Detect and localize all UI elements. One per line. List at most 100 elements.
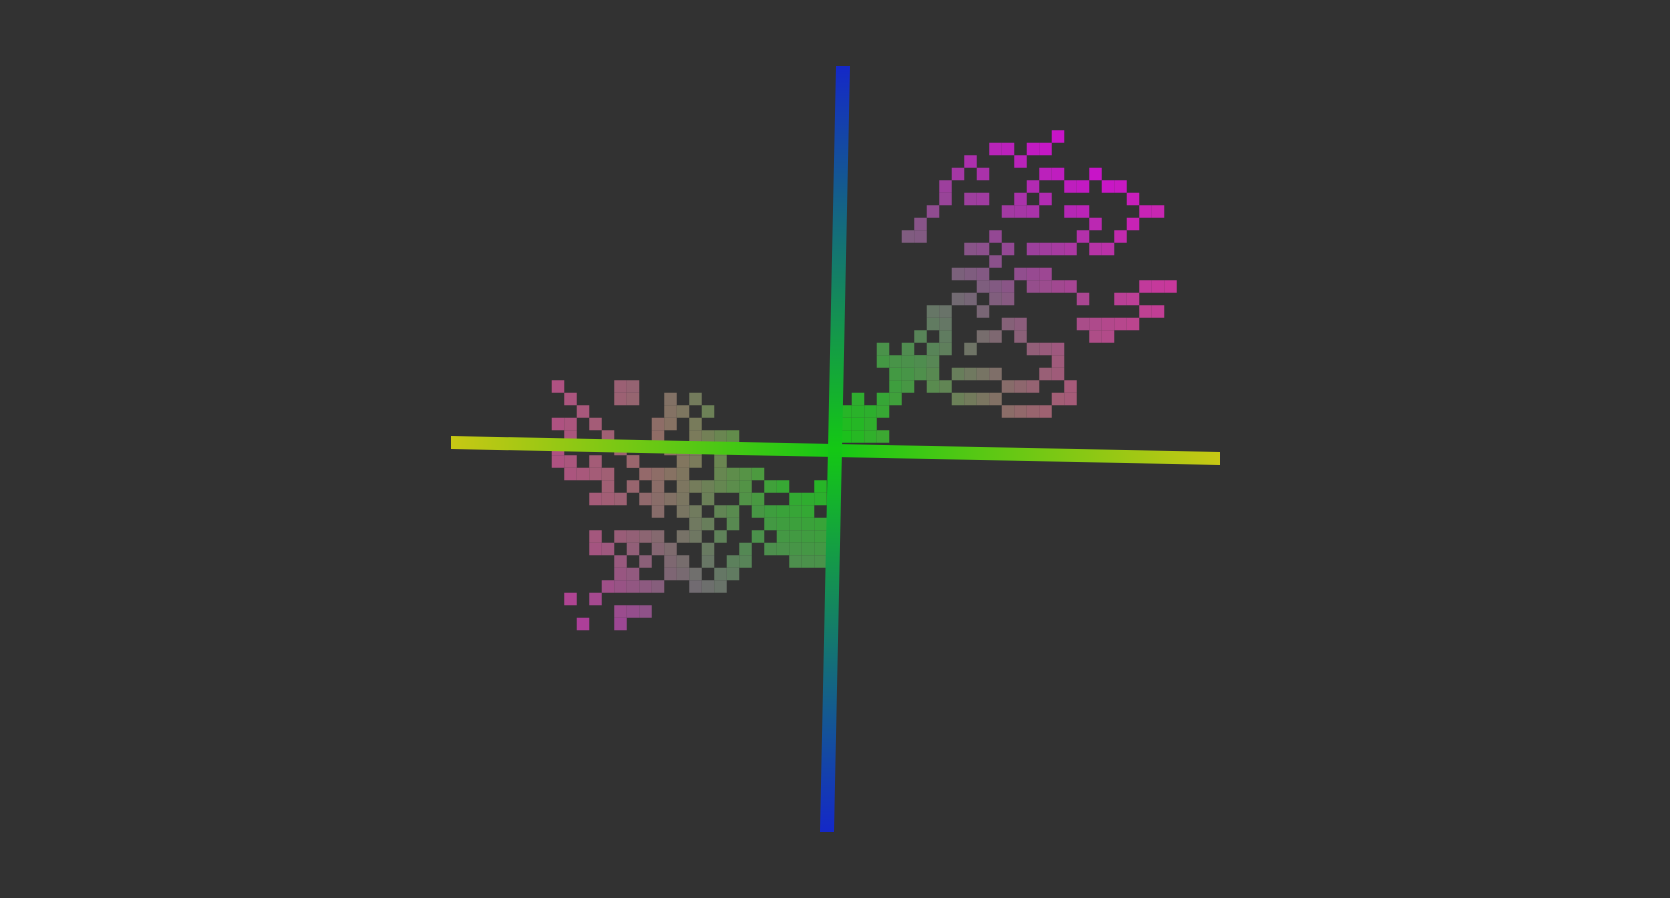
voxel [1101,242,1115,256]
voxel [1076,205,1090,218]
voxel [651,505,665,518]
voxel [701,542,715,556]
voxel [926,317,940,331]
voxel [576,617,590,631]
voxel [589,592,602,606]
voxel [789,517,802,531]
voxel [1089,330,1102,343]
y-axis [820,66,850,832]
voxel [851,392,865,406]
voxel [976,367,990,381]
voxel [914,367,927,381]
voxel [764,480,777,493]
voxel [876,355,890,368]
voxel [889,392,902,406]
voxel [1001,405,1015,418]
voxel [564,392,577,406]
voxel [939,317,952,331]
voxel [726,480,740,493]
voxel [1114,180,1127,193]
voxel [689,480,702,493]
voxel [689,505,702,518]
voxel [551,417,565,431]
voxel [739,467,752,481]
voxel [876,405,890,418]
voxel [664,405,677,418]
voxel [1039,405,1052,418]
voxel [664,492,677,506]
voxel [1089,217,1102,231]
voxel [939,305,952,318]
voxel [1026,180,1040,193]
voxel [676,530,690,543]
voxel [1014,267,1027,281]
voxel [1076,230,1090,243]
voxel [1001,142,1015,156]
voxel [951,292,965,306]
voxel [701,555,715,568]
voxel [801,530,815,543]
voxel [1001,292,1015,306]
voxel [814,555,827,568]
voxel [889,380,902,393]
voxel [601,542,615,556]
voxel [764,505,777,518]
voxel [1051,280,1065,293]
voxel [639,467,652,481]
voxel [626,455,640,468]
voxel [614,567,627,581]
voxel [1026,242,1040,256]
voxel [889,367,902,381]
voxel [564,417,577,431]
voxel [626,580,640,593]
voxel [926,367,940,381]
voxel [614,392,627,406]
voxel [939,342,952,356]
voxel [1139,305,1152,318]
voxel [951,267,965,281]
voxel [789,492,802,506]
voxel [776,517,790,531]
voxel [651,417,665,431]
voxel [864,430,877,443]
voxel [1089,317,1102,331]
voxel [676,480,690,493]
voxel [789,555,802,568]
voxel [701,492,715,506]
voxel [814,517,827,531]
voxel [589,417,602,431]
voxel [964,392,977,406]
voxel [851,417,865,431]
voxel [1014,205,1027,218]
voxel [976,242,990,256]
voxel [1139,280,1152,293]
voxel [876,430,890,443]
voxel [589,492,602,506]
voxel [989,280,1002,293]
voxel [989,392,1002,406]
voxel [926,342,940,356]
voxel [614,380,627,393]
voxel [789,530,802,543]
voxel [1039,367,1052,381]
voxel [726,567,740,581]
voxel [601,467,615,481]
voxel [714,530,727,543]
voxel [614,605,627,618]
voxel [1039,167,1052,181]
voxel [614,555,627,568]
voxel [1014,405,1027,418]
voxel [551,380,565,393]
voxel [651,580,665,593]
voxel [801,517,815,531]
voxel [989,330,1002,343]
voxel [926,305,940,318]
voxel [714,567,727,581]
voxel [1014,317,1027,331]
voxel [1126,217,1140,231]
voxel [639,580,652,593]
voxel [1151,280,1165,293]
voxel [726,430,740,443]
voxel [876,342,890,356]
